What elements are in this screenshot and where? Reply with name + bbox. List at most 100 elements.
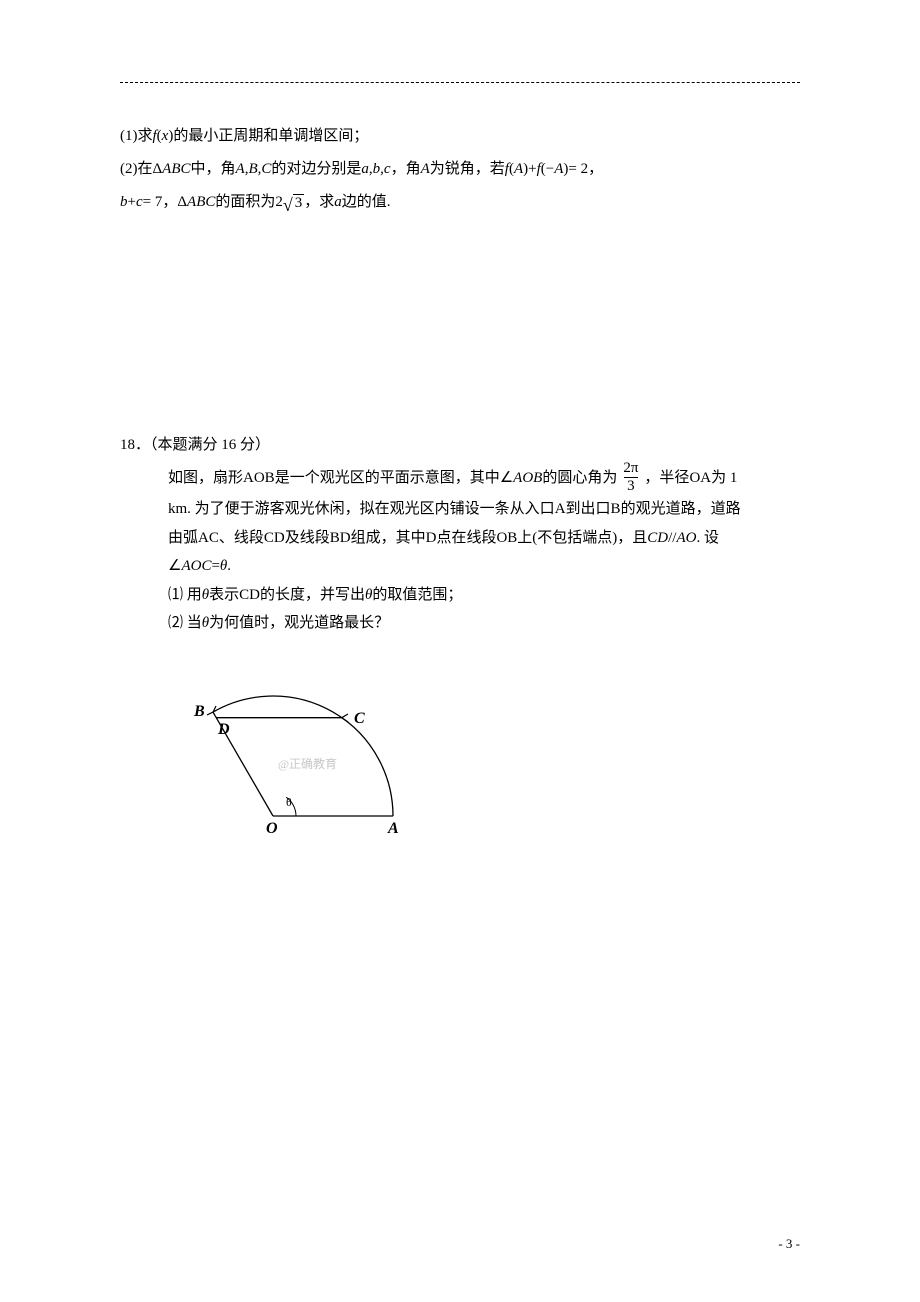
- period: .: [227, 552, 231, 581]
- text: ，角: [391, 153, 421, 186]
- radical-icon: √: [283, 196, 293, 214]
- var-CD: CD: [239, 581, 260, 610]
- q18-body: 如图，扇形 AOB 是一个观光区的平面示意图，其中 ∠ AOB 的圆心角为 2π…: [120, 462, 800, 841]
- frac-num: 2π: [620, 461, 641, 477]
- math-A: A: [236, 153, 245, 186]
- text: 的对边分别是: [271, 153, 361, 186]
- math-eq: = 7: [143, 186, 163, 219]
- text: 组成，其中: [351, 524, 426, 553]
- var-BD: BD: [330, 524, 351, 553]
- var-OB: OB: [496, 524, 517, 553]
- watermark-text: @正确教育: [278, 756, 337, 771]
- math-ABC: ABC: [162, 153, 190, 186]
- label-A: A: [387, 820, 399, 836]
- text: 上(不包括端点)，且: [517, 524, 647, 553]
- page-number: - 3 -: [778, 1236, 800, 1252]
- math-AO: AO: [676, 524, 696, 553]
- fraction: 2π 3: [620, 461, 641, 494]
- text: ，: [588, 153, 603, 186]
- text: 的圆心角为: [542, 464, 617, 493]
- text: (2)在: [120, 153, 153, 186]
- top-rule: [120, 82, 800, 83]
- text: 的取值范围；: [372, 581, 462, 610]
- text: 点在线段: [436, 524, 496, 553]
- math-a: a: [361, 153, 369, 186]
- math-eq: =: [211, 552, 219, 581]
- text: 边的值.: [342, 186, 391, 219]
- q18-sub1: ⑴ 用 θ 表示 CD 的长度，并写出 θ 的取值范围；: [168, 581, 800, 610]
- label-D: D: [217, 721, 230, 738]
- q18-sub2: ⑵ 当 θ 为何值时，观光道路最长？: [168, 609, 800, 638]
- math-paren: (−: [541, 153, 554, 186]
- text: 到出口: [566, 495, 611, 524]
- math-AOC: AOC: [181, 552, 211, 581]
- text: ⑵ 当: [168, 609, 202, 638]
- text: 为 1: [711, 464, 737, 493]
- label-theta: θ: [286, 795, 292, 809]
- q18-line4: ∠ AOC = θ .: [168, 552, 800, 581]
- sector-diagram: B D C O A θ @正确教育: [168, 666, 800, 841]
- chevron-C-icon: [342, 714, 348, 722]
- math-b: b: [373, 153, 381, 186]
- var-A: A: [555, 495, 566, 524]
- math-A: A: [554, 153, 563, 186]
- content-area: (1)求 f ( x ) 的最小正周期和单调增区间； (2)在 Δ ABC 中，…: [120, 120, 800, 841]
- q18-line3: 由弧 AC 、线段 CD 及线段 BD 组成，其中 D 点在线段 OB 上(不包…: [168, 524, 800, 553]
- q17-part2-line2: b + c = 7 ， Δ ABC 的面积为 2 √ 3 ，求 a 边的值.: [120, 186, 800, 219]
- text: ⑴ 用: [168, 581, 202, 610]
- text: (1)求: [120, 120, 153, 153]
- text: . 为了便于游客观光休闲，拟在观光区内铺设一条从入口: [187, 495, 555, 524]
- math-x: x: [162, 120, 169, 153]
- math-A: A: [421, 153, 430, 186]
- radicand: 3: [293, 194, 305, 212]
- var-OA: OA: [689, 464, 711, 493]
- label-C: C: [354, 710, 365, 727]
- label-O: O: [266, 820, 278, 836]
- text: . 设: [696, 524, 719, 553]
- math-theta: θ: [202, 609, 209, 638]
- text: ，: [162, 186, 177, 219]
- math-AOB: AOB: [513, 464, 542, 493]
- math-eq: = 2: [568, 153, 588, 186]
- text: 中，角: [191, 153, 236, 186]
- text: 如图，扇形: [168, 464, 243, 493]
- math-a: a: [334, 186, 342, 219]
- math-plus: +: [528, 153, 536, 186]
- text: 为何值时，观光道路最长？: [209, 609, 389, 638]
- q17-part2-line1: (2)在 Δ ABC 中，角 A , B , C 的对边分别是 a , b , …: [120, 153, 800, 186]
- math-b: b: [120, 186, 128, 219]
- vertical-gap: [120, 219, 800, 429]
- var-B: B: [611, 495, 621, 524]
- q18-header: 18．（本题满分 16 分）: [120, 429, 800, 462]
- q18-line2: km . 为了便于游客观光休闲，拟在观光区内铺设一条从入口 A 到出口 B 的观…: [168, 495, 800, 524]
- text: 表示: [209, 581, 239, 610]
- math-C: C: [261, 153, 271, 186]
- text: 、线段: [219, 524, 264, 553]
- text: 的观光道路，道路: [621, 495, 741, 524]
- text: 由弧: [168, 524, 198, 553]
- math-c: c: [384, 153, 391, 186]
- text: 的最小正周期和单调增区间；: [173, 120, 368, 153]
- math-B: B: [248, 153, 257, 186]
- math-theta: θ: [220, 552, 227, 581]
- q18-line1: 如图，扇形 AOB 是一个观光区的平面示意图，其中 ∠ AOB 的圆心角为 2π…: [168, 462, 800, 495]
- math-theta: θ: [202, 581, 209, 610]
- var-CD: CD: [264, 524, 285, 553]
- math-2: 2: [275, 186, 283, 219]
- math-delta: Δ: [153, 153, 163, 186]
- math-c: c: [136, 186, 143, 219]
- text: 的面积为: [215, 186, 275, 219]
- math-CD: CD: [647, 524, 668, 553]
- text: 为锐角，若: [430, 153, 505, 186]
- text: 是一个观光区的平面示意图，其中: [275, 464, 500, 493]
- text: 18．（本题满分 16 分）: [120, 429, 270, 462]
- label-B: B: [193, 703, 205, 720]
- math-ABC: ABC: [187, 186, 215, 219]
- var-AOB: AOB: [243, 464, 275, 493]
- text: ，半径: [644, 464, 689, 493]
- text: 的长度，并写出: [260, 581, 365, 610]
- frac-den: 3: [624, 477, 638, 494]
- var-AC: AC: [198, 524, 219, 553]
- angle-icon: ∠: [500, 464, 513, 493]
- text: ，求: [304, 186, 334, 219]
